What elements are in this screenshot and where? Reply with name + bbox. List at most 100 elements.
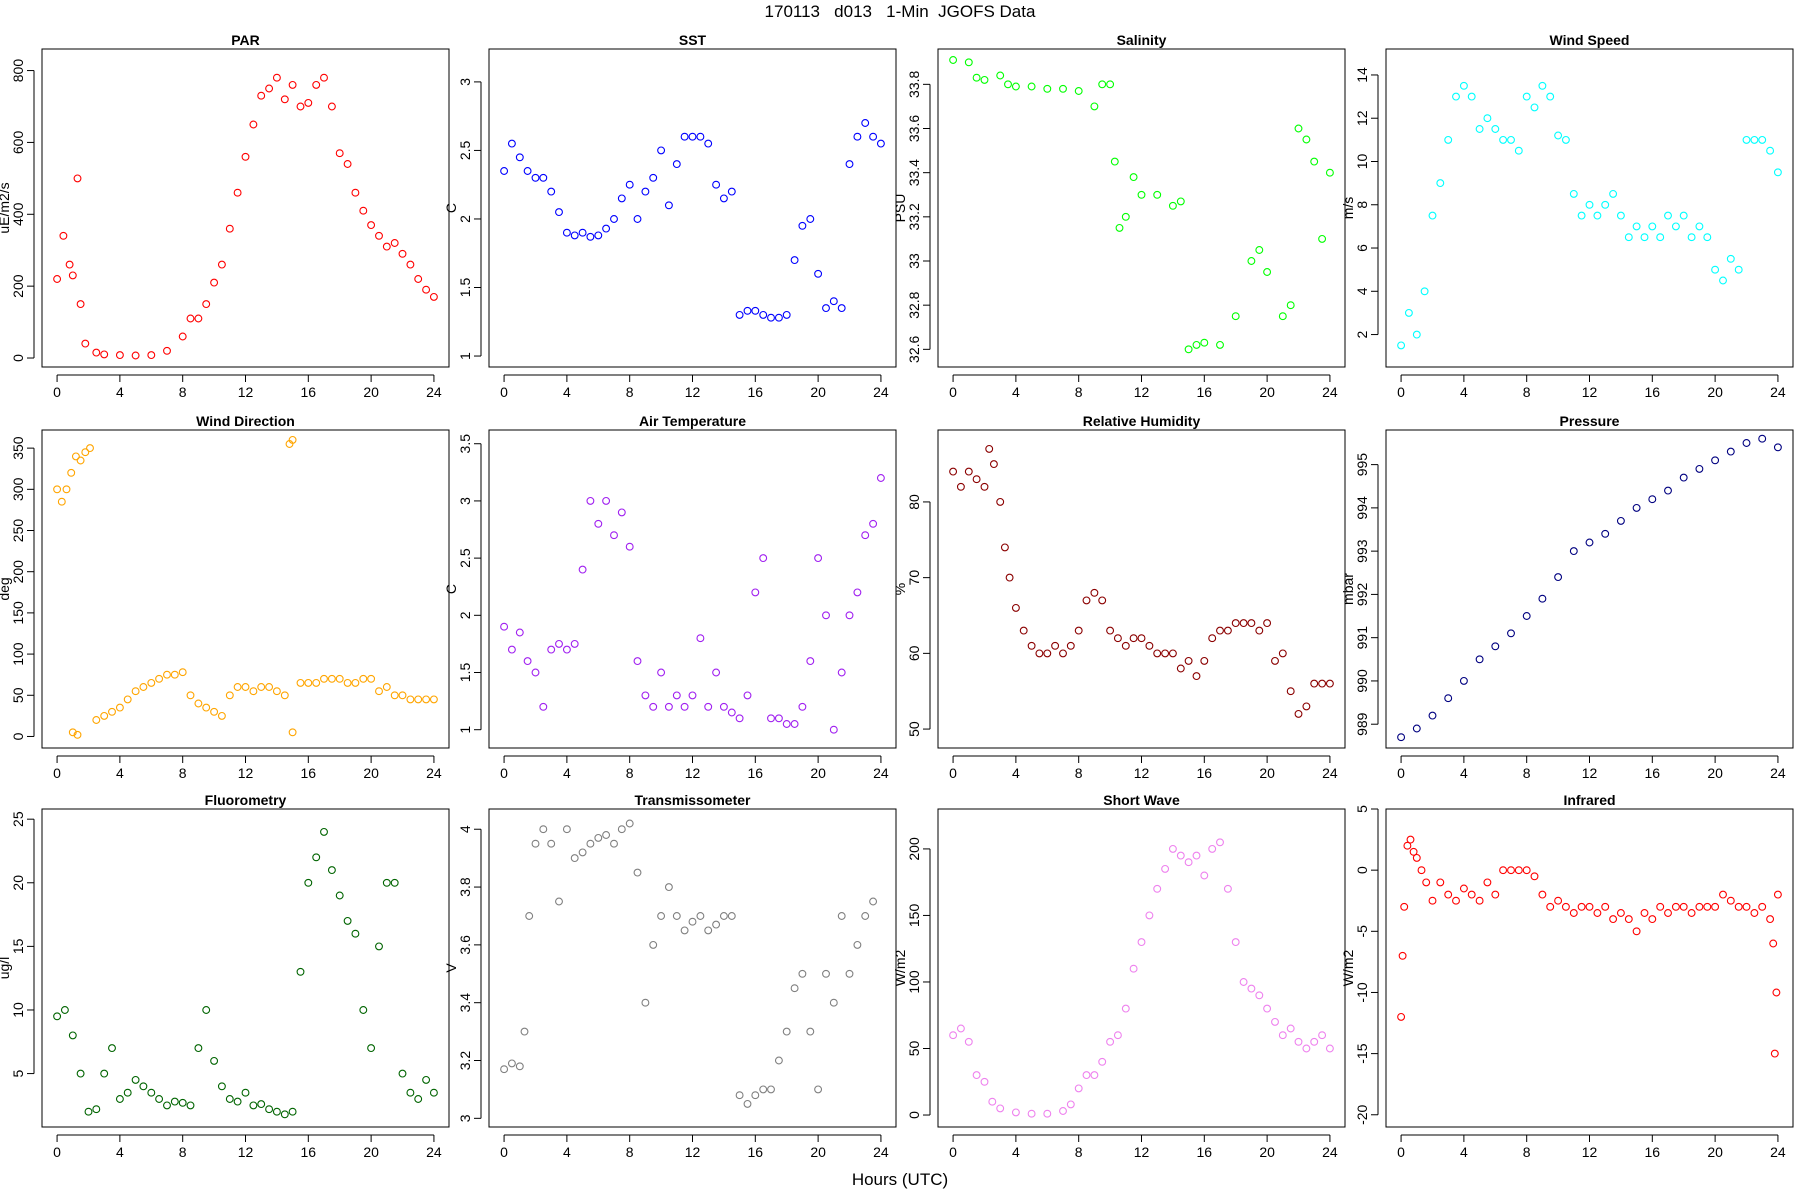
data-point xyxy=(1082,596,1091,605)
data-point xyxy=(304,678,313,687)
x-tick-label: 16 xyxy=(301,384,317,400)
data-point xyxy=(610,531,618,540)
data-point xyxy=(1176,197,1185,206)
y-tick-label: 32.6 xyxy=(906,335,922,362)
data-point xyxy=(625,819,634,828)
y-axis-label: C xyxy=(443,584,459,594)
data-point xyxy=(390,239,399,247)
data-point xyxy=(876,474,885,482)
data-point xyxy=(641,187,650,196)
data-point xyxy=(1302,1044,1311,1053)
data-point xyxy=(429,292,438,301)
data-point xyxy=(304,878,313,887)
data-point xyxy=(1601,529,1610,538)
y-tick-label: 14 xyxy=(1354,67,1370,83)
y-tick-label: 1 xyxy=(457,352,473,360)
y-tick-label: 33.4 xyxy=(906,159,922,186)
x-tick-label: 20 xyxy=(1707,1144,1723,1160)
data-point xyxy=(1459,81,1468,90)
y-tick-label: 150 xyxy=(10,601,26,625)
data-point xyxy=(641,691,650,700)
data-point xyxy=(1695,222,1704,231)
data-point xyxy=(633,215,642,223)
data-point xyxy=(1074,1084,1083,1093)
data-point xyxy=(562,645,571,654)
x-tick-label: 0 xyxy=(53,765,61,781)
data-point xyxy=(507,1059,516,1068)
data-point xyxy=(1231,619,1240,628)
data-point xyxy=(1278,649,1287,658)
data-point xyxy=(1397,733,1406,742)
data-point xyxy=(1074,87,1083,95)
data-point xyxy=(712,180,721,189)
x-tick-label: 8 xyxy=(626,765,634,781)
y-tick-label: 3 xyxy=(457,497,473,505)
data-point xyxy=(1412,853,1421,862)
data-point xyxy=(617,825,626,834)
data-point xyxy=(798,702,807,711)
data-point xyxy=(351,678,360,687)
data-point xyxy=(759,310,768,319)
data-point xyxy=(806,1027,815,1036)
data-point xyxy=(1624,233,1633,242)
data-point xyxy=(1616,211,1625,220)
data-point xyxy=(625,542,634,551)
data-point xyxy=(1161,649,1170,658)
data-point xyxy=(68,271,77,280)
data-point xyxy=(163,346,171,355)
data-point xyxy=(249,1101,258,1110)
data-point xyxy=(1569,547,1578,556)
data-point xyxy=(1098,1057,1107,1066)
data-point xyxy=(1585,200,1594,209)
data-point xyxy=(86,444,94,453)
data-point xyxy=(1066,641,1075,650)
data-point xyxy=(131,1075,140,1084)
panel-wind-direction: Wind Direction 0 4 8 12 16 20 24 0 50 100 150 200 250… xyxy=(0,413,450,781)
data-point xyxy=(1640,909,1649,917)
x-tick-label: 4 xyxy=(1460,384,1468,400)
data-point xyxy=(657,912,666,920)
data-point xyxy=(1507,866,1515,875)
x-tick-label: 16 xyxy=(301,765,317,781)
data-point xyxy=(547,187,556,196)
data-point xyxy=(956,1024,965,1033)
y-tick-label: 25 xyxy=(10,811,26,827)
data-point xyxy=(398,1069,407,1078)
x-tick-label: 4 xyxy=(563,384,571,400)
y-tick-label: 0 xyxy=(10,732,26,740)
data-point xyxy=(814,269,823,278)
data-point xyxy=(108,1044,116,1053)
y-tick-label: 15 xyxy=(10,938,26,954)
data-point xyxy=(1632,927,1641,936)
x-tick-label: 20 xyxy=(1259,765,1275,781)
y-tick-label: 100 xyxy=(10,642,26,666)
x-tick-label: 16 xyxy=(748,384,764,400)
data-point xyxy=(767,313,775,322)
data-point xyxy=(649,940,658,949)
y-tick-label: 3.2 xyxy=(457,1051,473,1071)
data-point xyxy=(1538,890,1547,899)
data-point xyxy=(1106,1037,1115,1046)
data-point xyxy=(822,304,830,313)
data-point xyxy=(727,708,736,717)
data-point xyxy=(672,160,681,169)
data-point xyxy=(1554,573,1563,582)
data-point xyxy=(1004,80,1012,89)
data-point xyxy=(1522,612,1531,620)
x-tick-label: 24 xyxy=(1322,384,1338,400)
y-tick-label: 33 xyxy=(906,253,922,269)
data-point xyxy=(1184,345,1193,354)
data-point xyxy=(1294,124,1303,133)
data-point xyxy=(1772,988,1781,997)
data-point xyxy=(1585,902,1594,911)
data-point xyxy=(343,678,352,687)
x-tick-label: 12 xyxy=(685,384,701,400)
data-point xyxy=(170,670,179,679)
panel-title: Pressure xyxy=(1560,413,1620,429)
y-tick-label: 0 xyxy=(1354,866,1370,874)
data-point xyxy=(751,588,760,597)
data-point xyxy=(53,485,62,494)
data-point xyxy=(980,75,989,84)
data-point xyxy=(1406,835,1415,844)
x-tick-label: 8 xyxy=(1075,765,1083,781)
